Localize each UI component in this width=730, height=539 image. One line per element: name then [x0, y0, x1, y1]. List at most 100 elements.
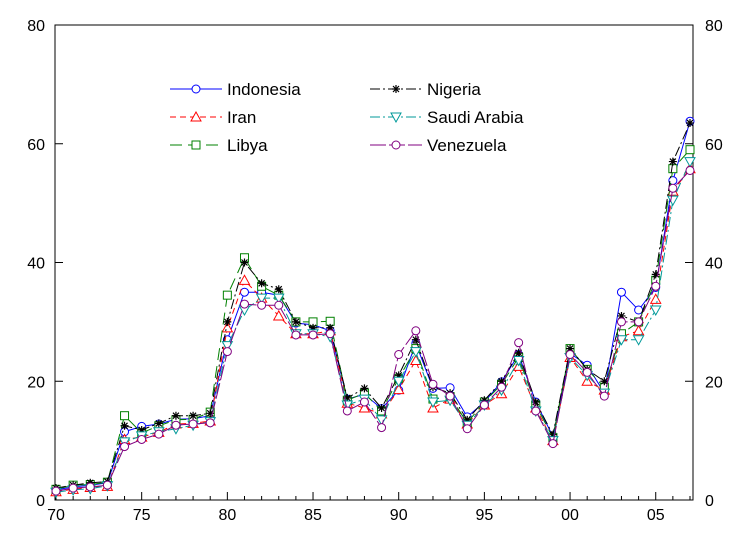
data-point [394, 371, 403, 380]
y-tick-label-left: 40 [27, 256, 45, 273]
y-tick-label-right: 60 [705, 137, 723, 154]
data-point [221, 321, 234, 333]
data-point [565, 350, 575, 360]
data-point [102, 480, 112, 490]
data-point [566, 344, 575, 353]
data-point [326, 323, 335, 332]
data-point [668, 157, 677, 166]
data-point [359, 397, 369, 407]
legend-marker [392, 85, 400, 93]
data-point [686, 118, 694, 127]
data-point [445, 391, 455, 401]
legend-label: Libya [227, 136, 268, 155]
legend-item: Saudi Arabia [370, 108, 524, 127]
series-iran [50, 162, 696, 497]
data-point [137, 425, 146, 434]
data-point [375, 415, 388, 426]
data-point [582, 367, 592, 377]
data-point [649, 293, 662, 304]
y-tick-label-left: 0 [36, 493, 45, 510]
x-tick-label: 85 [304, 507, 322, 524]
data-point [309, 323, 318, 332]
legend-item: Venezuela [370, 136, 507, 155]
data-point [616, 287, 626, 297]
data-point [548, 430, 557, 439]
data-point [531, 398, 540, 407]
data-point [632, 335, 645, 346]
legend-label: Nigeria [427, 80, 481, 99]
data-point [257, 279, 266, 288]
x-tick-label: 00 [561, 507, 579, 524]
data-point [272, 309, 285, 321]
legend-marker [190, 110, 202, 122]
data-point [358, 401, 371, 413]
data-point [171, 411, 180, 420]
data-point [599, 391, 609, 401]
data-point [411, 326, 421, 336]
legend: Indonesia Iran Libya Nigeria Saudi Arabia Ven… [170, 80, 524, 155]
data-point [239, 299, 249, 309]
legend-label: Venezuela [427, 136, 507, 155]
y-tick-label-right: 20 [705, 374, 723, 391]
x-tick-label: 05 [647, 507, 665, 524]
data-point [514, 348, 523, 357]
data-point [51, 486, 61, 496]
data-point [634, 317, 644, 327]
data-point [651, 270, 660, 279]
y-tick-label-right: 40 [705, 256, 723, 273]
data-point [85, 482, 95, 492]
data-point [238, 274, 251, 285]
data-point [272, 293, 285, 305]
x-tick-label: 95 [475, 507, 493, 524]
y-tick-label-right: 80 [705, 18, 723, 35]
data-point [480, 396, 489, 405]
series-line [55, 149, 691, 490]
data-point [154, 429, 164, 439]
data-point [223, 317, 232, 326]
data-point [684, 157, 696, 168]
series-line [55, 121, 691, 491]
legend-label: Iran [227, 108, 256, 127]
data-point [617, 311, 626, 320]
data-point [120, 421, 129, 430]
data-point [274, 285, 283, 294]
data-point [240, 258, 249, 267]
legend-marker [391, 140, 401, 150]
data-point [600, 377, 609, 386]
data-point [462, 424, 472, 434]
y-tick-label-left: 80 [27, 18, 45, 35]
data-point [615, 335, 628, 346]
data-point [221, 341, 234, 352]
data-point [409, 347, 422, 358]
data-point [255, 293, 268, 305]
data-point [514, 338, 524, 348]
data-point [668, 183, 678, 193]
x-tick-label: 90 [390, 507, 408, 524]
data-point [205, 418, 215, 428]
data-point [479, 400, 489, 410]
series-line [55, 122, 691, 489]
series-saudi-arabia [50, 157, 696, 499]
y-tick-label-left: 20 [27, 374, 45, 391]
data-point [206, 409, 215, 418]
data-point [342, 406, 352, 416]
data-point [154, 419, 163, 428]
legend-label: Saudi Arabia [427, 108, 524, 127]
x-tick-label: 80 [218, 507, 236, 524]
data-point [274, 300, 284, 310]
data-point [291, 317, 300, 326]
series-layer [50, 116, 696, 499]
data-point [308, 330, 318, 340]
legend-label: Indonesia [227, 80, 301, 99]
legend-item: Nigeria [370, 80, 481, 99]
data-point [512, 355, 525, 367]
data-point [189, 411, 198, 420]
data-point [649, 305, 662, 317]
series-nigeria [52, 118, 694, 493]
legend-marker [191, 140, 201, 150]
data-point [394, 350, 404, 360]
data-point [428, 379, 438, 389]
data-point [222, 347, 232, 357]
data-point [360, 384, 369, 393]
